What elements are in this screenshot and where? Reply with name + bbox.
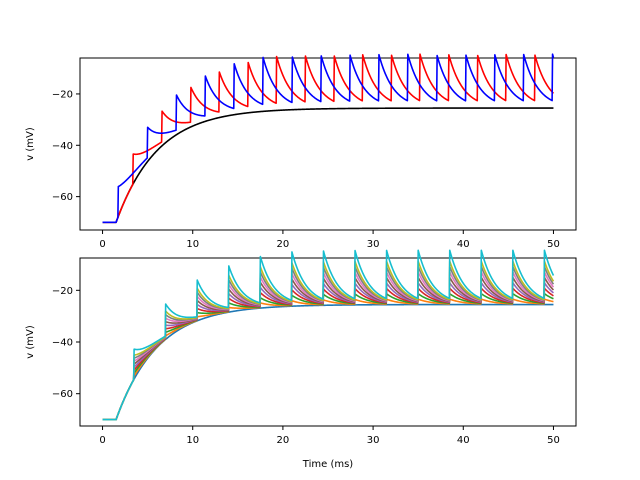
y-tick-label: −20 [52,89,73,100]
ticks-bottom: 0 10 20 30 40 50 −60 −40 −20 [52,286,560,446]
y-tick-label: −40 [52,141,73,152]
series-line-9 [102,249,555,421]
x-tick-label: 0 [99,239,105,250]
x-tick-label: 10 [186,239,199,250]
x-tick-label: 10 [186,435,199,446]
x-tick-label: 20 [277,435,290,446]
series-line-1 [102,53,555,224]
x-tick-label: 50 [547,239,560,250]
ticks-top: 0 10 20 30 40 50 −60 −40 −20 [52,89,560,250]
y-tick-label: −60 [52,389,73,400]
chart-panel-top: 0 10 20 30 40 50 −60 −40 −20 v (mV) [25,53,577,250]
x-axis-label-bottom: Time (ms) [302,459,354,470]
y-tick-label: −40 [52,338,73,349]
axes-frame-top [79,57,577,231]
x-tick-label: 0 [99,435,105,446]
y-axis-label-bottom: v (mV) [25,325,36,359]
y-tick-label: −20 [52,286,73,297]
x-tick-label: 40 [457,239,470,250]
series-line-2 [102,53,555,224]
x-tick-label: 20 [277,239,290,250]
series-group-bottom [102,249,555,421]
x-tick-label: 30 [367,239,380,250]
x-tick-label: 30 [367,435,380,446]
chart-panel-bottom: 0 10 20 30 40 50 −60 −40 −20 v (mV) Time (ms) [25,249,577,470]
y-tick-label: −60 [52,192,73,203]
x-tick-label: 40 [457,435,470,446]
series-line-8 [102,260,555,421]
series-group-top [102,53,555,224]
x-tick-label: 50 [547,435,560,446]
series-line-0 [102,107,554,224]
y-axis-label-top: v (mV) [25,127,36,161]
